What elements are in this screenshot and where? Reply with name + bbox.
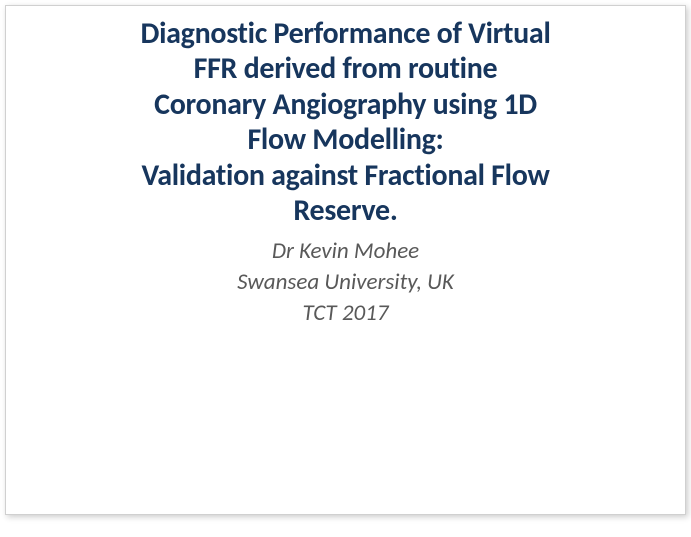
presentation-slide: Diagnostic Performance of Virtual FFR de… xyxy=(5,5,686,515)
slide-title-line-6: Reserve. xyxy=(33,193,658,228)
slide-title-line-3: Coronary Angiography using 1D xyxy=(33,87,658,122)
conference-name: TCT 2017 xyxy=(40,298,651,329)
slide-title-line-1: Diagnostic Performance of Virtual xyxy=(33,16,658,51)
slide-title-line-4: Flow Modelling: xyxy=(33,122,658,157)
slide-title-line-5: Validation against Fractional Flow xyxy=(33,158,658,193)
slide-title-line-2: FFR derived from routine xyxy=(33,51,658,86)
slide-subtitle-block: Dr Kevin Mohee Swansea University, UK TC… xyxy=(40,236,651,329)
presenter-name: Dr Kevin Mohee xyxy=(40,236,651,267)
presenter-affiliation: Swansea University, UK xyxy=(40,267,651,298)
slide-title-block: Diagnostic Performance of Virtual FFR de… xyxy=(33,16,658,228)
